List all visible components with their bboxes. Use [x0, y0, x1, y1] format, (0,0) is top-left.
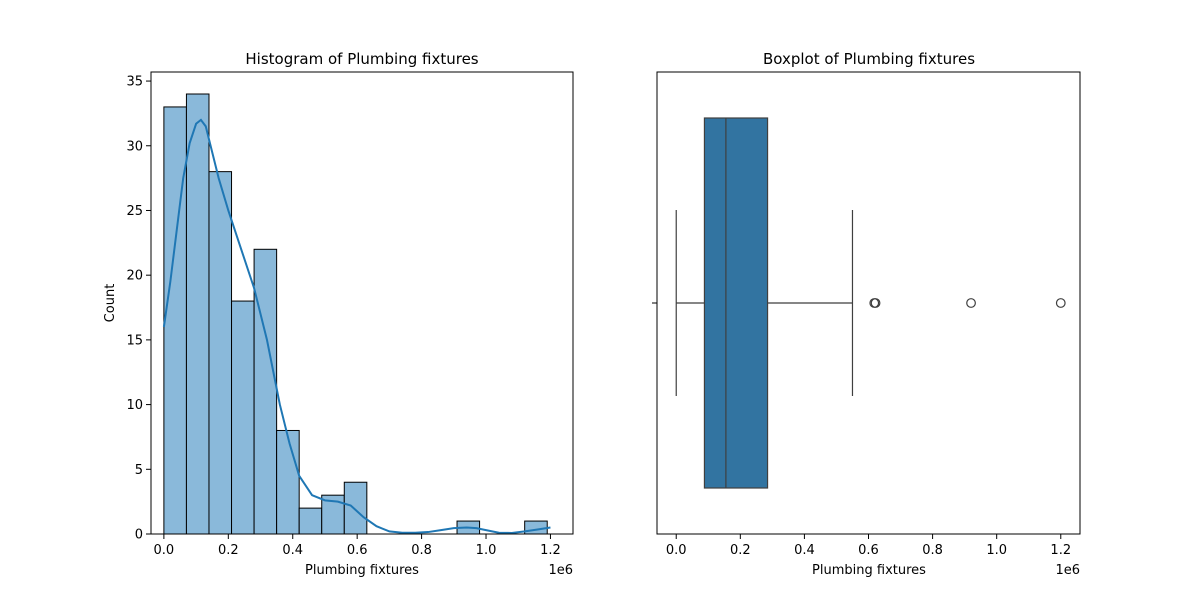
boxplot-x-axis-label: Plumbing fixtures [812, 563, 926, 578]
boxplot-shapes [675, 117, 1066, 489]
histogram-bar [253, 248, 278, 535]
histogram-y-ticks: 0 5 10 15 20 25 30 35 [126, 75, 151, 543]
boxplot-x-tick-label: 0.6 [858, 543, 879, 558]
histogram-y-tick-label: 10 [126, 398, 143, 413]
boxplot-x-tick-label: 0.0 [666, 543, 687, 558]
boxplot-x-tick-label: 0.4 [794, 543, 815, 558]
histogram-kde-line [162, 118, 551, 534]
boxplot-title: Boxplot of Plumbing fixtures [763, 50, 975, 68]
boxplot-x-offset-label: 1e6 [1055, 563, 1080, 578]
boxplot-x-tick-label: 1.0 [986, 543, 1007, 558]
histogram-bar [298, 507, 323, 535]
histogram-x-ticks: 0.0 0.2 0.4 0.6 0.8 1.0 1.2 [154, 534, 561, 558]
histogram-x-tick-label: 0.8 [411, 543, 432, 558]
histogram-panel: Histogram of Plumbing fixtures 0.0 0.2 0.4… [103, 50, 574, 578]
histogram-y-tick-label: 35 [126, 75, 143, 90]
histogram-title: Histogram of Plumbing fixtures [245, 50, 478, 68]
histogram-bar [163, 106, 187, 535]
histogram-x-tick-label: 0.0 [154, 543, 175, 558]
boxplot-x-ticks: 0.0 0.2 0.4 0.6 0.8 1.0 1.2 [666, 534, 1071, 558]
histogram-x-tick-label: 1.0 [476, 543, 497, 558]
boxplot-x-tick-label: 1.2 [1050, 543, 1071, 558]
histogram-y-tick-label: 15 [126, 333, 143, 348]
histogram-x-offset-label: 1e6 [548, 563, 573, 578]
histogram-x-tick-label: 1.2 [540, 543, 561, 558]
histogram-y-tick-label: 30 [126, 139, 143, 154]
histogram-x-tick-label: 0.6 [347, 543, 368, 558]
histogram-bar [208, 171, 233, 535]
boxplot-panel: Boxplot of Plumbing fixtures 0.0 0.2 0.4 0.… [652, 50, 1081, 578]
histogram-y-axis-label: Count [103, 284, 118, 323]
histogram-x-axis-label: Plumbing fixtures [305, 563, 419, 578]
histogram-y-tick-label: 0 [135, 528, 143, 543]
histogram-y-tick-label: 20 [126, 269, 143, 284]
histogram-y-tick-label: 5 [135, 463, 143, 478]
histogram-bar [343, 481, 368, 535]
histogram-bar [276, 429, 300, 535]
boxplot-x-tick-label: 0.2 [730, 543, 751, 558]
histogram-axes-frame [150, 71, 574, 535]
histogram-bar [185, 93, 210, 535]
histogram-x-tick-label: 0.4 [282, 543, 303, 558]
boxplot-outlier-point [966, 298, 976, 308]
histogram-y-tick-label: 25 [126, 204, 143, 219]
boxplot-outlier-point [1055, 298, 1066, 308]
boxplot-box [703, 117, 769, 489]
boxplot-outlier-point [870, 298, 881, 308]
histogram-x-tick-label: 0.2 [218, 543, 239, 558]
boxplot-x-tick-label: 0.8 [922, 543, 943, 558]
boxplot-axes-frame [656, 71, 1081, 535]
histogram-bars [163, 93, 548, 535]
histogram-bar [231, 300, 255, 535]
